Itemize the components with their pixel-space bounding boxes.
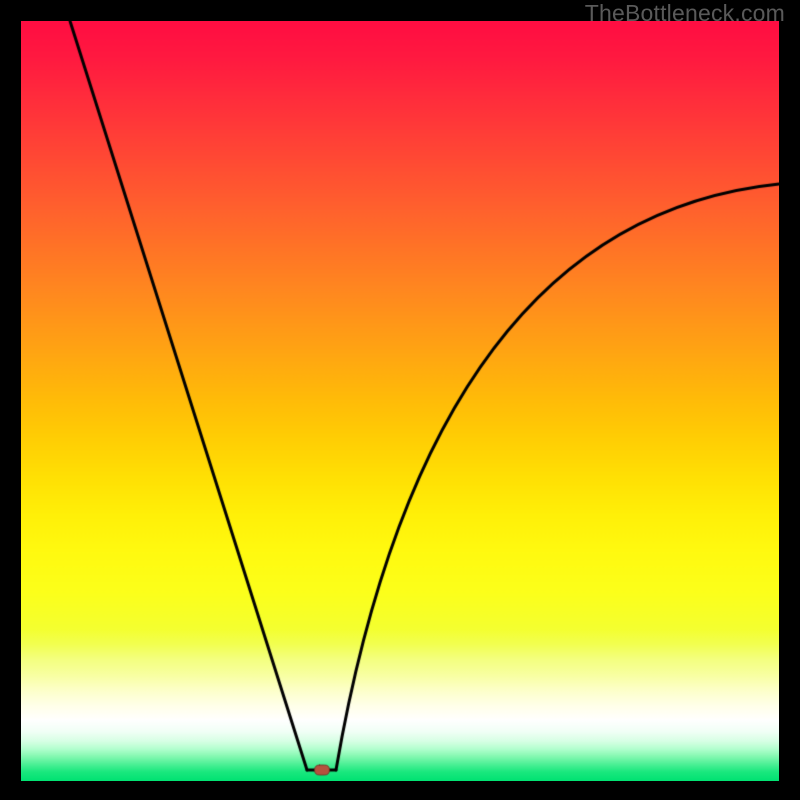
watermark-text: TheBottleneck.com: [585, 0, 785, 27]
chart-stage: TheBottleneck.com: [0, 0, 800, 800]
bottleneck-curve: [0, 0, 800, 800]
